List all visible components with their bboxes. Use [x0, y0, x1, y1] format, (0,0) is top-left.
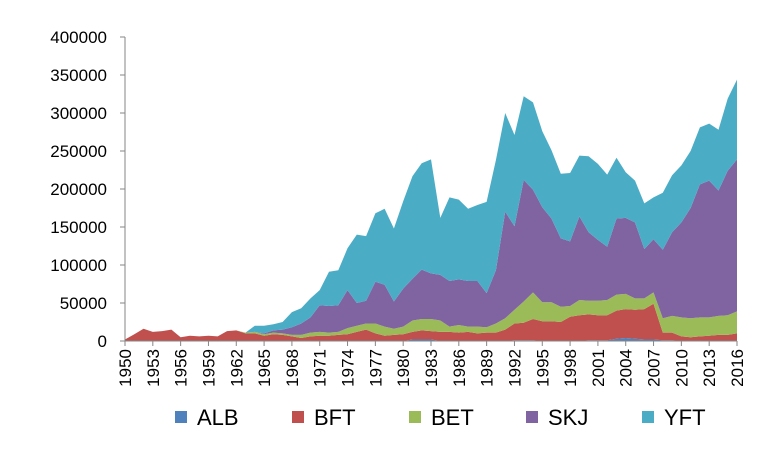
- area-skj: [125, 159, 737, 340]
- x-tick-label: 1956: [172, 349, 191, 387]
- x-tick-label: 2001: [589, 349, 608, 387]
- y-tick-label: 0: [98, 332, 107, 351]
- area-series-group: [125, 79, 737, 341]
- x-tick-label: 1974: [339, 349, 358, 387]
- y-tick-label: 400000: [50, 28, 107, 47]
- y-tick-label: 250000: [50, 142, 107, 161]
- x-tick-label: 1998: [561, 349, 580, 387]
- y-tick-label: 300000: [50, 104, 107, 123]
- legend-swatch-bft: [292, 411, 304, 423]
- x-tick-label: 1959: [199, 349, 218, 387]
- x-tick-label: 1962: [227, 349, 246, 387]
- x-tick-label: 2004: [617, 349, 636, 387]
- x-tick-label: 1986: [450, 349, 469, 387]
- legend-swatch-skj: [526, 411, 538, 423]
- y-axis-ticks: 0 50000 100000 150000 200000 250000 300000 3500…: [50, 28, 125, 351]
- x-tick-label: 2013: [700, 349, 719, 387]
- y-tick-label: 150000: [50, 218, 107, 237]
- legend-label-yft: YFT: [664, 405, 706, 430]
- legend-swatch-bet: [409, 411, 421, 423]
- legend-label-bet: BET: [431, 405, 474, 430]
- x-tick-label: 2007: [645, 349, 664, 387]
- x-tick-label: 2010: [672, 349, 691, 387]
- x-tick-label: 1953: [144, 349, 163, 387]
- legend-label-skj: SKJ: [548, 405, 588, 430]
- area-bft: [125, 303, 737, 341]
- x-tick-label: 1980: [394, 349, 413, 387]
- legend: ALB BFT BET SKJ YFT: [175, 405, 706, 430]
- y-tick-label: 100000: [50, 256, 107, 275]
- x-tick-label: 1950: [116, 349, 135, 387]
- legend-swatch-alb: [175, 411, 187, 423]
- x-tick-label: 1971: [311, 349, 330, 387]
- x-tick-label: 1965: [255, 349, 274, 387]
- legend-label-bft: BFT: [314, 405, 356, 430]
- area-bet: [125, 292, 737, 340]
- y-tick-label: 50000: [60, 294, 107, 313]
- x-tick-label: 1995: [533, 349, 552, 387]
- y-tick-label: 350000: [50, 66, 107, 85]
- x-tick-label: 1968: [283, 349, 302, 387]
- x-tick-label: 1992: [505, 349, 524, 387]
- x-tick-label: 2016: [728, 349, 747, 387]
- x-tick-label: 1989: [478, 349, 497, 387]
- legend-label-alb: ALB: [197, 405, 239, 430]
- area-yft: [125, 79, 737, 340]
- legend-swatch-yft: [642, 411, 654, 423]
- y-tick-label: 200000: [50, 180, 107, 199]
- x-tick-label: 1983: [422, 349, 441, 387]
- x-tick-label: 1977: [366, 349, 385, 387]
- x-axis-ticks: 1950 1953 1956 1959 1962 1965 1968 1971 1974 1977…: [116, 341, 747, 387]
